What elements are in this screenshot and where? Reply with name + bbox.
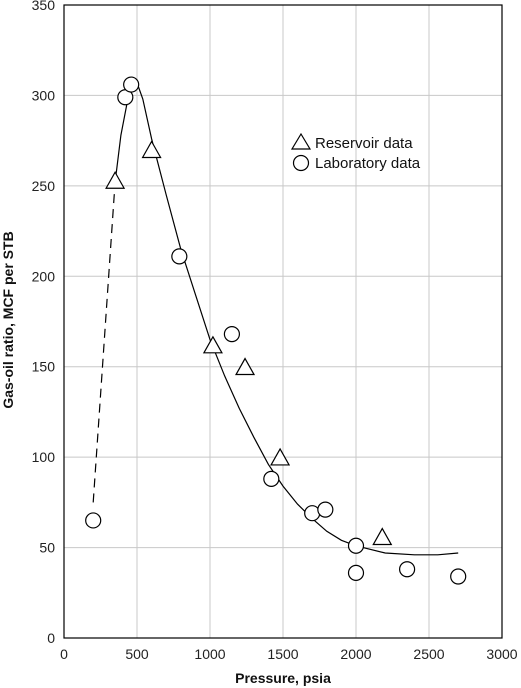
x-tick-label-1000: 1000 [194,646,225,662]
x-tick-label-2000: 2000 [340,646,371,662]
x-tick-label-0: 0 [60,646,68,662]
legend-circle-marker [292,154,310,172]
y-tick-label-100: 100 [32,449,56,465]
y-tick-label-0: 0 [47,630,55,646]
y-tick-label-150: 150 [32,359,56,375]
y-tick-label-300: 300 [32,87,56,103]
reservoir-triangle-marker-5 [372,527,393,546]
grid-lines [64,5,502,638]
laboratory-circle-marker-8 [347,537,365,554]
fit-curve-solid-segment [114,81,459,556]
reservoir-triangle-marker-3 [235,357,256,376]
plot-frame [63,4,503,639]
laboratory-circle-marker-11 [450,568,467,585]
x-axis-title: Pressure, psia [235,670,331,686]
y-tick-label-350: 350 [32,0,56,13]
laboratory-circle-marker-10 [399,561,416,578]
y-tick-label-50: 50 [39,540,55,556]
laboratory-circle-marker-0 [85,512,102,529]
x-tick-label-3000: 3000 [486,646,517,662]
reservoir-triangle-marker-0 [105,171,126,189]
laboratory-circle-marker-3 [171,248,188,265]
legend-triangle-marker [290,132,312,150]
y-tick-label-250: 250 [32,178,56,194]
data-markers [85,76,467,585]
y-tick-label-200: 200 [32,268,56,284]
reservoir-triangle-marker-1 [141,140,162,159]
x-tick-label-2500: 2500 [413,646,444,662]
legend: Reservoir data Laboratory data [290,132,421,172]
fit-curve-dashed-segment [92,182,116,503]
tick-labels: 0 500 1000 1500 2000 2500 3000 0 50 100 150 200 250 3… [32,0,518,662]
laboratory-circle-marker-4 [223,326,240,343]
y-axis-title: Gas-oil ratio, MCF per STB [0,231,16,408]
x-tick-label-1500: 1500 [267,646,298,662]
legend-label-reservoir: Reservoir data [315,135,413,152]
laboratory-circle-marker-9 [347,564,365,581]
laboratory-circle-marker-5 [263,470,280,487]
reservoir-triangle-marker-2 [202,335,223,354]
reservoir-triangle-marker-4 [270,447,291,466]
x-tick-label-500: 500 [125,646,149,662]
laboratory-circle-marker-2 [123,76,140,93]
laboratory-circle-marker-7 [317,501,334,518]
legend-label-laboratory: Laboratory data [315,155,421,172]
